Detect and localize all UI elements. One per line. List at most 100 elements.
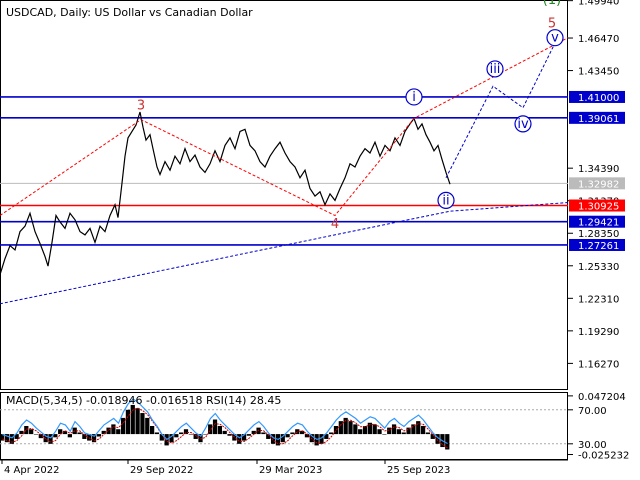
macd-bar bbox=[396, 429, 402, 435]
wave-label: 5 bbox=[548, 17, 556, 32]
macd-bar bbox=[290, 432, 295, 435]
macd-bar bbox=[270, 434, 276, 444]
macd-bar bbox=[430, 434, 435, 439]
macd-bar bbox=[338, 421, 343, 435]
macd-bar bbox=[353, 424, 358, 435]
wave-label: iii bbox=[490, 62, 501, 77]
macd-bar bbox=[329, 432, 334, 435]
macd-bar bbox=[111, 424, 116, 435]
price-tick-label: 1.22310 bbox=[578, 294, 619, 305]
macd-bar bbox=[280, 434, 285, 443]
macd-signal-line bbox=[2, 407, 448, 449]
macd-bar bbox=[324, 434, 329, 439]
macd-bar bbox=[58, 429, 63, 435]
macd-bar bbox=[14, 434, 19, 439]
wave-label: iv bbox=[517, 117, 529, 132]
macd-bar bbox=[116, 429, 121, 435]
macd-bar bbox=[372, 424, 377, 435]
macd-bar bbox=[179, 432, 184, 435]
macd-bar bbox=[29, 429, 34, 435]
projection-line bbox=[445, 42, 556, 179]
macd-bar bbox=[261, 432, 266, 435]
wave-label-circle bbox=[405, 88, 423, 106]
price-tick-label: 1.46470 bbox=[578, 34, 619, 45]
price-tick-label: 1.49940 bbox=[578, 0, 619, 8]
projection-line bbox=[0, 202, 569, 305]
macd-bar bbox=[140, 413, 145, 435]
level-label: 1.30925 bbox=[578, 202, 619, 213]
macd-bar bbox=[203, 434, 208, 435]
wave-label: 4 bbox=[331, 217, 339, 232]
macd-bar bbox=[387, 427, 392, 435]
wave-label-circle bbox=[514, 115, 532, 133]
macd-bar bbox=[169, 434, 174, 443]
macd-bar bbox=[212, 419, 218, 435]
macd-bar bbox=[391, 424, 397, 435]
macd-bar bbox=[125, 409, 131, 435]
macd-bar bbox=[19, 430, 24, 435]
level-badge bbox=[569, 199, 625, 212]
level-label: 1.39061 bbox=[578, 114, 619, 125]
time-tick-label: 25 Sep 2023 bbox=[387, 465, 450, 476]
indicator-tick-label: 0.047204 bbox=[578, 392, 626, 403]
macd-bar bbox=[319, 434, 324, 444]
price-tick-label: 1.25330 bbox=[578, 262, 619, 273]
macd-bar bbox=[33, 434, 39, 435]
time-tick-label: 4 Apr 2022 bbox=[4, 465, 59, 476]
macd-bar bbox=[241, 434, 247, 441]
macd-bar bbox=[101, 430, 106, 435]
macd-bar bbox=[145, 417, 150, 435]
macd-bar bbox=[416, 421, 421, 435]
wave-label-circle bbox=[546, 29, 564, 47]
macd-bar bbox=[4, 434, 10, 443]
macd-bar bbox=[159, 434, 164, 441]
macd-bar bbox=[183, 429, 189, 435]
current-price-badge bbox=[569, 177, 625, 190]
macd-bar bbox=[193, 434, 198, 439]
macd-bar bbox=[77, 432, 82, 435]
price-tick-label: 1.28350 bbox=[578, 229, 619, 240]
macd-bar bbox=[227, 434, 232, 436]
macd-bar bbox=[333, 426, 339, 435]
macd-bar bbox=[401, 432, 406, 435]
level-label: 1.29421 bbox=[578, 218, 619, 229]
macd-bar bbox=[425, 432, 431, 435]
macd-bar bbox=[358, 429, 363, 435]
wave-label: 3 bbox=[137, 99, 145, 114]
macd-bar bbox=[382, 434, 387, 435]
price-tick-label: 1.19290 bbox=[578, 327, 619, 338]
price-tick-label: 1.43450 bbox=[578, 67, 619, 78]
level-label: 1.27261 bbox=[578, 241, 619, 252]
macd-bar bbox=[82, 434, 87, 439]
indicator-tick-label: -0.025232 bbox=[578, 451, 629, 462]
macd-bar bbox=[251, 430, 256, 435]
time-tick-label: 29 Sep 2022 bbox=[130, 465, 193, 476]
macd-bar bbox=[174, 434, 179, 438]
macd-bar bbox=[91, 434, 97, 443]
macd-bar bbox=[24, 426, 29, 435]
macd-bar bbox=[237, 434, 242, 444]
macd-bar bbox=[420, 426, 426, 435]
wave-label: ii bbox=[442, 193, 449, 208]
macd-bar bbox=[300, 430, 305, 435]
wave-label: v bbox=[551, 31, 559, 46]
macd-bar bbox=[96, 434, 102, 437]
projection-line bbox=[0, 37, 569, 217]
macd-bar bbox=[120, 417, 126, 435]
macd-bar bbox=[198, 434, 203, 443]
price-tick-label: 1.34390 bbox=[578, 164, 619, 175]
macd-bar bbox=[48, 434, 53, 444]
macd-bar bbox=[62, 430, 68, 435]
macd-bar bbox=[9, 434, 14, 444]
macd-bar bbox=[0, 434, 5, 441]
macd-bar bbox=[67, 434, 72, 438]
time-tick-label: 29 Mar 2023 bbox=[259, 465, 322, 476]
wave-label-circle bbox=[486, 60, 504, 78]
macd-bar bbox=[304, 434, 310, 438]
level-badge bbox=[569, 111, 625, 124]
macd-bar bbox=[367, 422, 372, 435]
macd-bar bbox=[411, 424, 416, 435]
macd-bar bbox=[266, 434, 271, 439]
